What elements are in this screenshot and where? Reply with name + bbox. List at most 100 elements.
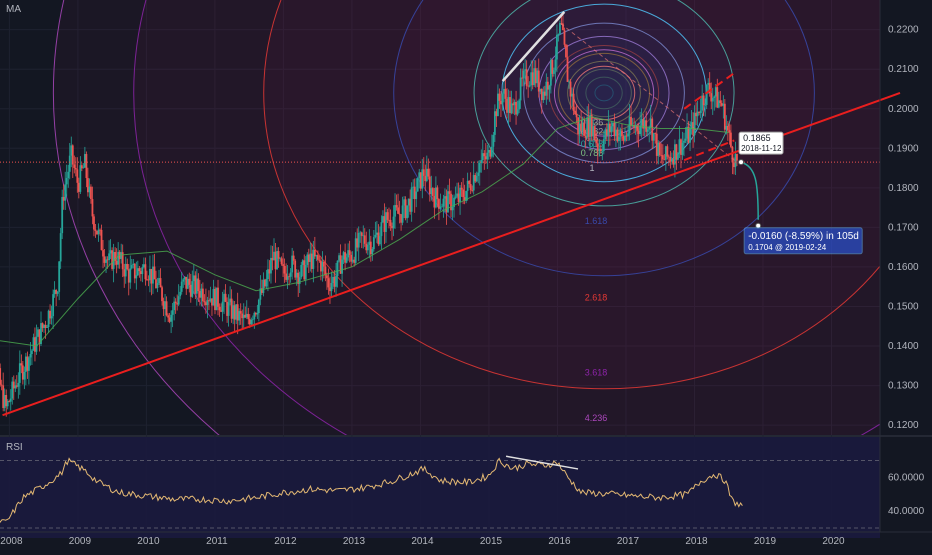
candle-body <box>472 175 475 191</box>
candle-body <box>412 186 415 188</box>
candle-body <box>332 276 334 284</box>
candle-body <box>489 150 492 157</box>
candle-body <box>374 234 377 238</box>
candle-body <box>300 264 303 278</box>
fib-circle <box>263 0 880 390</box>
candle-body <box>268 269 271 274</box>
candle-body <box>14 385 17 389</box>
pivot-diagonal <box>560 23 738 163</box>
fib-level-label: 0.786 <box>581 148 604 158</box>
candle-body <box>666 146 669 157</box>
candle-body <box>645 120 648 132</box>
candle-body <box>3 394 6 408</box>
candle-body <box>135 275 138 279</box>
candle-body <box>221 301 224 312</box>
candle-body <box>232 305 235 319</box>
candle-body <box>115 260 118 265</box>
candle-body <box>180 281 183 292</box>
candle-body <box>129 268 132 283</box>
candle-body <box>315 255 318 257</box>
candle-body <box>168 317 171 322</box>
candle-body <box>716 87 719 108</box>
candle-body <box>680 139 682 155</box>
candle-body <box>568 81 570 83</box>
candle-body <box>675 144 678 160</box>
price-tick-label: 0.1400 <box>888 341 919 352</box>
candle-body <box>701 95 704 111</box>
candle-body <box>280 258 283 265</box>
fib-circles: 0.2360.3820.50.6180.78611.6182.6183.6184… <box>53 0 880 435</box>
candle-body <box>578 123 581 135</box>
candle-body <box>598 149 601 151</box>
candle-body <box>492 134 495 147</box>
price-tick-label: 0.2100 <box>888 64 919 75</box>
candle-body <box>205 302 207 306</box>
candle-body <box>592 126 595 137</box>
candle-body <box>289 272 292 277</box>
rsi-tick-label: 40.0000 <box>888 506 925 517</box>
candle-body <box>689 128 691 143</box>
candle-body <box>649 118 652 128</box>
candle-body <box>658 142 661 156</box>
candle-body <box>559 23 561 34</box>
candle-body <box>442 198 445 207</box>
candle-body <box>475 175 478 182</box>
candle-body <box>301 260 304 265</box>
candle-body <box>211 298 213 306</box>
candle-body <box>37 329 39 337</box>
candle-body <box>133 263 136 279</box>
candle-body <box>363 235 366 244</box>
candle-body <box>147 279 150 281</box>
candle-body <box>382 216 384 223</box>
candle-body <box>313 249 316 257</box>
candle-body <box>6 400 9 407</box>
candle-body <box>53 289 56 295</box>
candle-body <box>678 139 681 154</box>
candle-body <box>77 182 80 192</box>
candle-body <box>256 313 259 315</box>
candle-body <box>321 261 324 272</box>
candle-body <box>584 135 587 138</box>
candle-body <box>40 323 42 345</box>
candle-body <box>236 304 239 321</box>
candle-body <box>404 199 407 219</box>
time-tick-label: 2014 <box>411 536 434 547</box>
candle-body <box>298 277 301 284</box>
candle-body <box>47 310 50 328</box>
candle-body <box>406 205 409 219</box>
candle-body <box>70 145 73 156</box>
candle-body <box>338 255 340 261</box>
candle-body <box>401 205 404 223</box>
candle-body <box>59 233 62 262</box>
candle-body <box>720 103 723 106</box>
candle-body <box>380 222 383 237</box>
candle-body <box>265 278 268 287</box>
candle-body <box>141 267 144 275</box>
candle-body <box>74 167 77 170</box>
candle-body <box>312 249 315 269</box>
candles <box>0 11 738 417</box>
candle-body <box>368 241 371 245</box>
candle-body <box>326 275 328 279</box>
fib-circle <box>53 0 880 435</box>
candle-body <box>23 371 26 380</box>
candle-body <box>347 250 350 258</box>
candle-body <box>528 85 531 87</box>
candle-body <box>34 337 36 352</box>
candle-body <box>454 196 457 198</box>
candle-body <box>339 255 342 274</box>
candle-body <box>731 146 734 163</box>
rsi-background <box>0 437 880 538</box>
candle-body <box>471 190 474 191</box>
candle-body <box>699 110 702 114</box>
candle-body <box>73 164 76 168</box>
candle-body <box>586 117 589 138</box>
candle-body <box>551 59 554 74</box>
candle-body <box>562 23 564 31</box>
candle-body <box>625 135 628 137</box>
candle-body <box>68 155 71 172</box>
candle-body <box>229 298 232 303</box>
candle-body <box>356 238 359 248</box>
candle-body <box>463 197 466 201</box>
